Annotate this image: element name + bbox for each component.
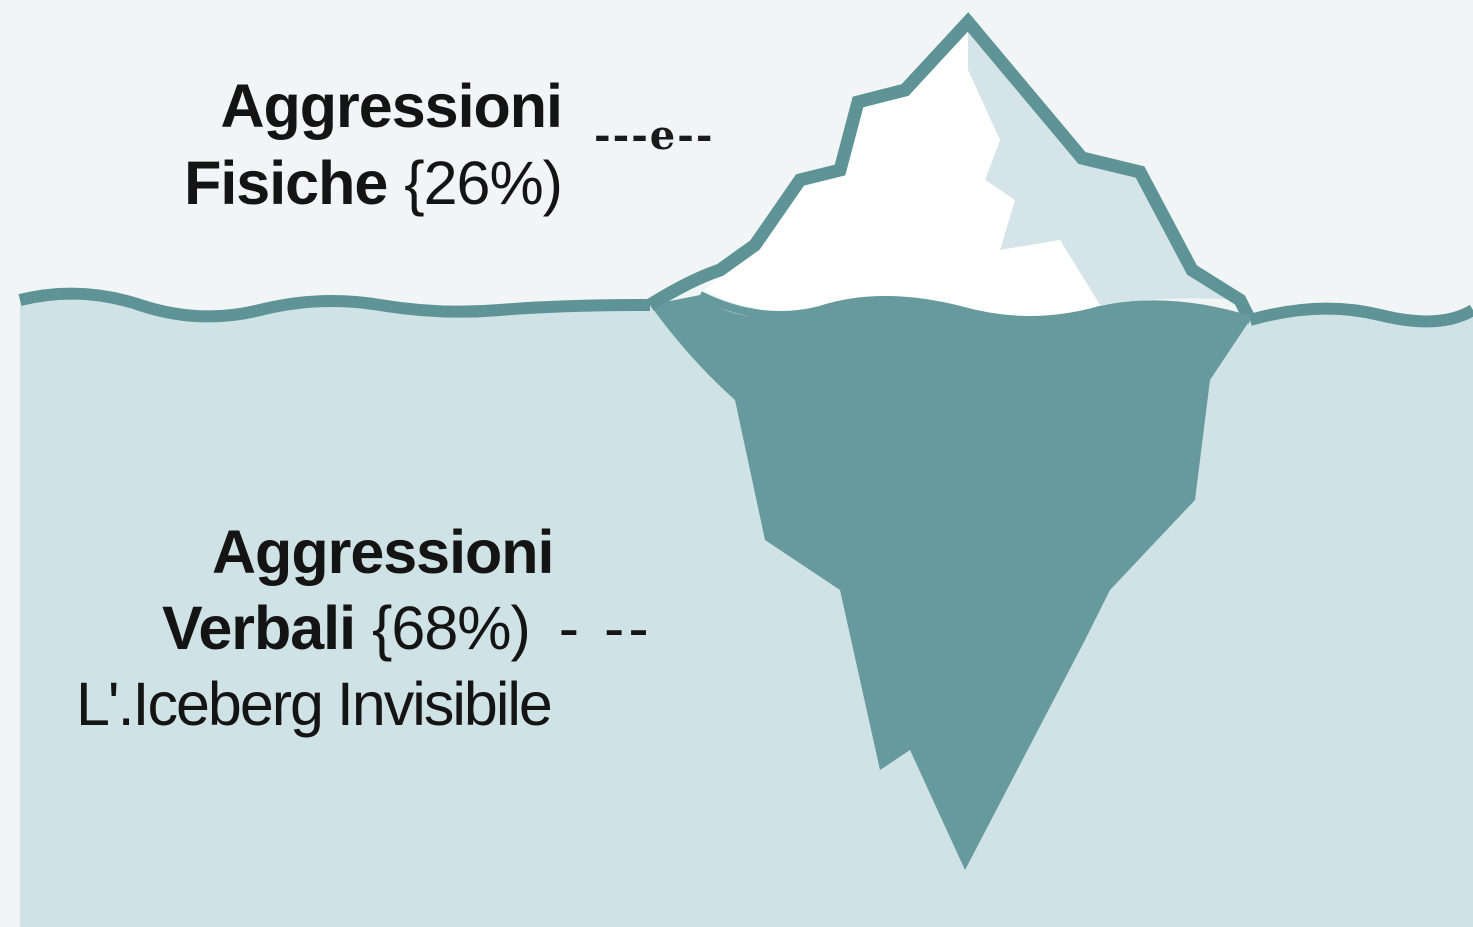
caption: L'.Iceberg Invisibile	[76, 670, 553, 738]
bottom-label-percent: {68%)	[372, 594, 531, 662]
waterline-right	[1248, 302, 1473, 328]
bottom-label-line2: Verbali {68%) - --	[162, 598, 653, 659]
top-leader-line: ---e--	[594, 112, 715, 159]
iceberg-waterline	[698, 291, 1252, 324]
top-label-percent: {26%)	[404, 149, 563, 217]
iceberg-top	[705, 22, 1100, 319]
top-label-category: Fisiche	[184, 149, 388, 217]
waterline	[18, 287, 651, 323]
bottom-label-line1: Aggressioni	[212, 518, 555, 586]
top-label-line1: Aggressioni	[220, 72, 563, 140]
iceberg-outline	[646, 12, 1256, 323]
bottom-leader-line: - --	[558, 594, 653, 662]
top-label-line2: Fisiche {26%)	[150, 153, 563, 214]
iceberg-underwater	[650, 295, 1250, 870]
visible-label: Aggressioni Fisiche {26%)	[150, 72, 563, 230]
bottom-label-category: Verbali	[162, 594, 356, 662]
